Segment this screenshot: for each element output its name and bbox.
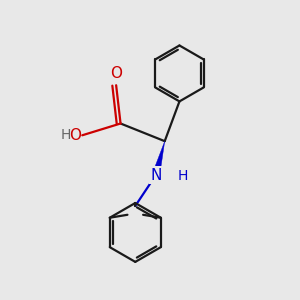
Polygon shape [152,141,165,176]
Text: H: H [60,128,70,142]
Text: O: O [110,66,122,81]
Text: O: O [69,128,81,143]
Text: H: H [178,169,188,184]
Text: N: N [150,167,162,182]
